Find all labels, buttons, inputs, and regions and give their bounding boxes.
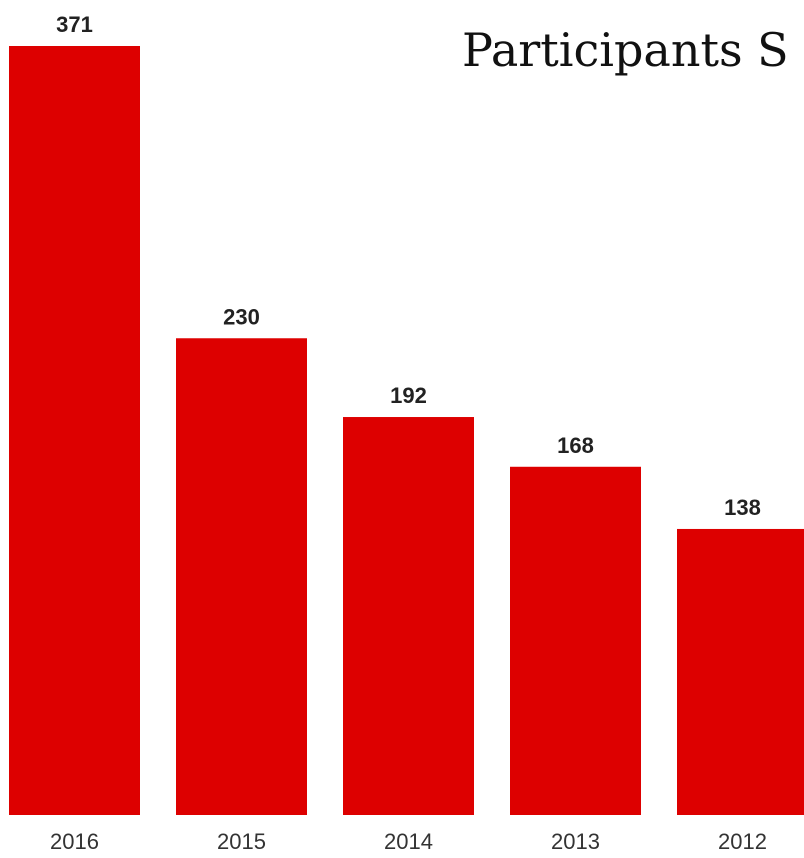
- bar-2012: [677, 528, 804, 815]
- bar-value-label-2012: 138: [724, 495, 761, 520]
- bar-labels-group: 371 230 192 168 138: [56, 12, 761, 520]
- x-tick-label-2014: 2014: [384, 829, 433, 854]
- bars-group: [9, 46, 804, 815]
- chart-title: Participants S: [462, 23, 789, 77]
- x-tick-label-2016: 2016: [50, 829, 99, 854]
- x-tick-label-2013: 2013: [551, 829, 600, 854]
- bar-value-label-2015: 230: [223, 304, 260, 329]
- bar-2014: [343, 417, 474, 815]
- bar-value-label-2013: 168: [557, 433, 594, 458]
- bar-value-label-2014: 192: [390, 383, 427, 408]
- x-tick-label-2015: 2015: [217, 829, 266, 854]
- bar-2013: [510, 466, 641, 815]
- x-tick-label-2012: 2012: [718, 829, 767, 854]
- tick-labels-group: 2016 2015 2014 2013 2012: [50, 829, 767, 854]
- bar-value-label-2016: 371: [56, 12, 93, 37]
- bar-2015: [176, 338, 307, 815]
- bar-2016: [9, 46, 140, 815]
